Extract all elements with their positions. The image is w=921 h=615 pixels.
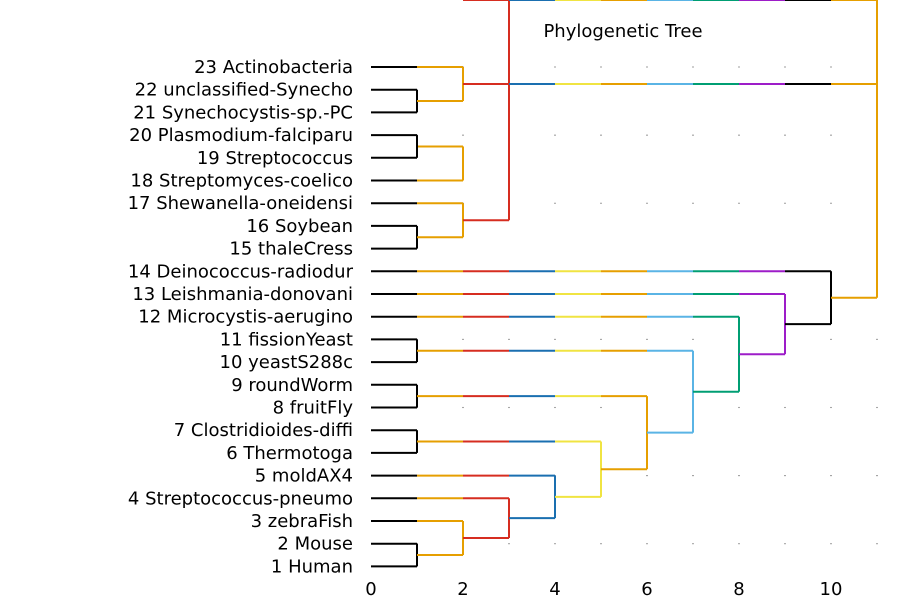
grid-dot bbox=[554, 66, 556, 68]
grid-dot bbox=[554, 338, 556, 340]
x-tick-label: 6 bbox=[641, 579, 652, 600]
grid-dot bbox=[784, 66, 786, 68]
leaf-label: 3 zebraFish bbox=[251, 511, 353, 532]
leaf-label: 13 Leishmania-donovani bbox=[132, 284, 353, 305]
x-tick-label: 4 bbox=[549, 579, 560, 600]
x-tick-label: 2 bbox=[457, 579, 468, 600]
grid-dot bbox=[692, 66, 694, 68]
grid-dot bbox=[554, 406, 556, 409]
grid-dot bbox=[646, 543, 648, 545]
leaf-label: 23 Actinobacteria bbox=[194, 57, 353, 78]
chart-title: Phylogenetic Tree bbox=[543, 21, 702, 42]
leaf-label: 9 roundWorm bbox=[231, 375, 353, 396]
grid-dot bbox=[830, 406, 832, 409]
grid-dot bbox=[738, 543, 740, 545]
leaf-label: 6 Thermotoga bbox=[226, 443, 353, 464]
grid-dot bbox=[784, 406, 786, 409]
leaf-label: 20 Plasmodium-falciparu bbox=[129, 125, 353, 146]
leaf-label: 1 Human bbox=[271, 556, 353, 577]
grid-dot bbox=[876, 543, 878, 545]
grid-dot bbox=[554, 543, 556, 545]
grid-dot bbox=[692, 543, 694, 545]
leaf-label: 19 Streptococcus bbox=[197, 148, 353, 169]
grid-dot bbox=[692, 475, 694, 477]
tree-branches bbox=[371, 0, 878, 568]
grid-dot bbox=[738, 202, 740, 204]
leaf-label: 16 Soybean bbox=[246, 216, 353, 237]
grid-dot bbox=[646, 134, 648, 136]
leaf-label: 5 moldAX4 bbox=[255, 466, 353, 487]
x-axis-ticks: 0 2 4 6 8 10 bbox=[365, 579, 842, 600]
grid-dot bbox=[738, 66, 740, 68]
grid-dot bbox=[508, 543, 510, 545]
grid-dot bbox=[784, 543, 786, 545]
grid-dot bbox=[600, 338, 602, 340]
grid-dots bbox=[416, 66, 878, 545]
x-tick-label: 8 bbox=[733, 579, 744, 600]
grid-dot bbox=[738, 475, 740, 477]
grid-dot bbox=[646, 475, 648, 477]
grid-dot bbox=[784, 475, 786, 477]
grid-dot bbox=[738, 406, 740, 409]
grid-dot bbox=[508, 338, 510, 340]
leaf-label: 22 unclassified-Synecho bbox=[135, 80, 353, 101]
leaf-label: 10 yeastS288c bbox=[220, 352, 354, 373]
grid-dot bbox=[462, 134, 464, 136]
grid-dot bbox=[554, 202, 556, 204]
leaf-label: 11 fissionYeast bbox=[220, 329, 353, 350]
grid-dot bbox=[830, 134, 832, 136]
grid-dot bbox=[876, 406, 878, 409]
grid-dot bbox=[692, 338, 694, 340]
leaf-label: 12 Microcystis-aerugino bbox=[138, 307, 353, 328]
grid-dot bbox=[600, 134, 602, 136]
grid-dot bbox=[646, 66, 648, 68]
grid-dot bbox=[692, 202, 694, 204]
grid-dot bbox=[830, 66, 832, 68]
leaf-label: 18 Streptomyces-coelico bbox=[130, 171, 353, 192]
leaf-label: 2 Mouse bbox=[277, 534, 353, 555]
leaf-label: 4 Streptococcus-pneumo bbox=[128, 488, 353, 509]
grid-dot bbox=[738, 134, 740, 136]
grid-dot bbox=[462, 338, 464, 340]
grid-dot bbox=[600, 543, 602, 545]
leaf-label: 17 Shewanella-oneidensi bbox=[128, 193, 353, 214]
grid-dot bbox=[830, 338, 832, 340]
leaf-label: 7 Clostridioides-diffi bbox=[174, 420, 353, 441]
grid-dot bbox=[876, 338, 878, 340]
grid-dot bbox=[600, 202, 602, 204]
grid-dot bbox=[830, 543, 832, 545]
grid-dot bbox=[784, 134, 786, 136]
grid-dot bbox=[876, 475, 878, 477]
grid-dot bbox=[600, 406, 602, 409]
x-tick-label: 0 bbox=[365, 579, 376, 600]
grid-dot bbox=[784, 202, 786, 204]
leaf-label: 21 Synechocystis-sp.-PC bbox=[133, 102, 353, 123]
grid-dot bbox=[554, 134, 556, 136]
grid-dot bbox=[600, 66, 602, 68]
grid-dot bbox=[646, 202, 648, 204]
leaf-label: 8 fruitFly bbox=[273, 398, 354, 419]
grid-dot bbox=[462, 406, 464, 409]
leaf-label: 15 thaleCress bbox=[229, 239, 353, 260]
grid-dot bbox=[508, 406, 510, 409]
grid-dot bbox=[830, 202, 832, 204]
grid-dot bbox=[692, 134, 694, 136]
leaf-label: 14 Deinococcus-radiodur bbox=[128, 261, 354, 282]
grid-dot bbox=[646, 338, 648, 340]
grid-dot bbox=[830, 475, 832, 477]
x-tick-label: 10 bbox=[820, 579, 843, 600]
